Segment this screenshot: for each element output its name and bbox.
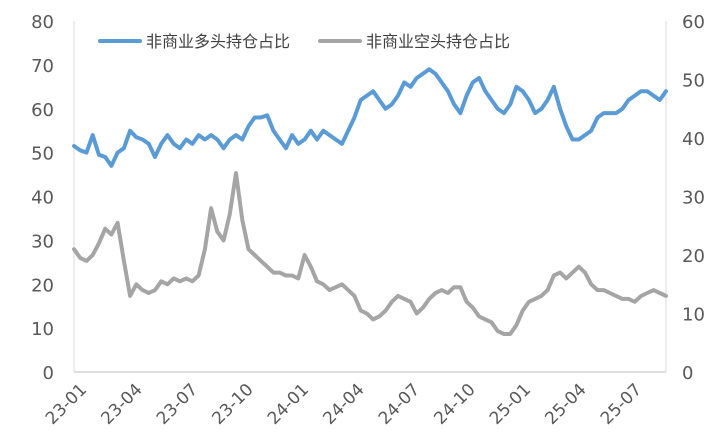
y-right-tick-label: 30 [682, 188, 705, 209]
y-left-tick-label: 60 [31, 100, 54, 121]
x-tick-label: 23-04 [97, 380, 146, 429]
x-tick-label: 24-07 [375, 380, 424, 429]
legend: 非商业多头持仓占比 非商业空头持仓占比 [98, 32, 510, 51]
x-tick-label: 23-01 [42, 380, 91, 429]
x-tick-label: 24-01 [264, 380, 313, 429]
x-tick-label: 23-10 [208, 380, 257, 429]
series-line-1 [72, 67, 668, 168]
y-left-tick-label: 80 [31, 12, 54, 33]
series-layer [72, 67, 668, 336]
y-right-tick-label: 10 [682, 305, 705, 326]
y-left-tick-label: 70 [31, 56, 54, 77]
y-left-tick-label: 10 [31, 319, 54, 340]
y-left-tick-label: 40 [31, 188, 54, 209]
y-right-tick-label: 40 [682, 129, 705, 150]
y-left-tick-label: 30 [31, 231, 54, 252]
x-tick-label: 24-10 [430, 380, 479, 429]
x-tick-label: 24-04 [319, 380, 368, 429]
x-tick-label: 25-04 [541, 380, 590, 429]
legend-label-1: 非商业多头持仓占比 [146, 32, 290, 51]
axes-layer: 0 10 20 30 40 50 60 70 80 0 10 20 30 40 50 60 23-01 23-04… [31, 12, 705, 429]
y-right-tick-label: 20 [682, 246, 705, 267]
y-right-tick-label: 60 [682, 12, 705, 33]
y-right-tick-label: 0 [682, 363, 693, 384]
x-tick-label: 25-07 [597, 380, 646, 429]
legend-label-2: 非商业空头持仓占比 [366, 32, 510, 51]
y-left-tick-label: 50 [31, 144, 54, 165]
y-right-tick-label: 50 [682, 71, 705, 92]
x-tick-label: 23-07 [153, 380, 202, 429]
x-tick-label: 25-01 [486, 380, 535, 429]
series-line-2 [72, 171, 668, 336]
y-left-tick-label: 0 [43, 363, 54, 384]
y-left-tick-label: 20 [31, 275, 54, 296]
